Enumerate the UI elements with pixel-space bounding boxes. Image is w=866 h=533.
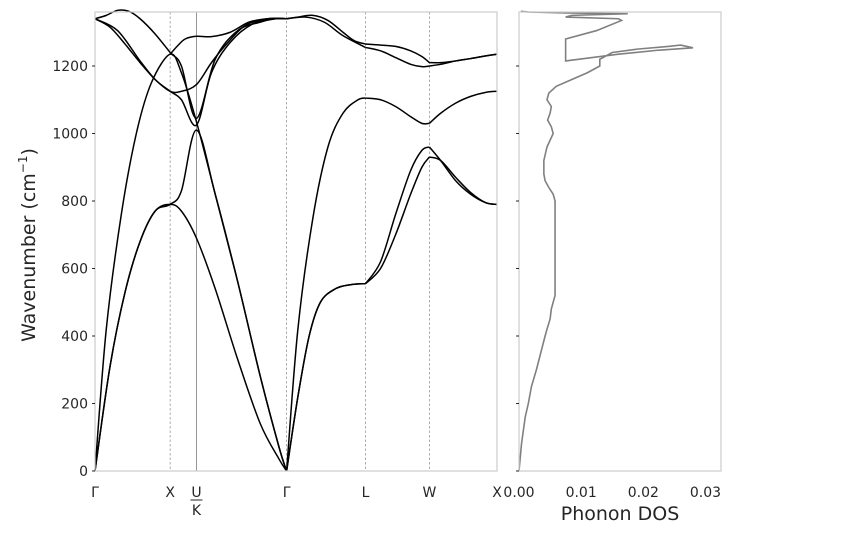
band-branch-13 [364, 156, 430, 285]
band-branch-5 [94, 17, 287, 127]
band-y-ticks: 0 200 400 600 800 1000 1200 [52, 59, 95, 480]
band-branch-0 [94, 203, 288, 472]
dos-panel: 0.00 0.01 0.02 0.03 Phonon DOS [503, 10, 722, 525]
band-branch-10 [286, 16, 366, 49]
kpoint-label-0: Γ [91, 485, 99, 501]
band-branch-4 [94, 9, 287, 120]
dos-xtick-label-2: 0.02 [628, 485, 659, 501]
band-branch-16 [365, 43, 430, 64]
band-branch-17 [428, 146, 498, 206]
dos-frame [518, 11, 722, 472]
band-branch-1 [94, 129, 288, 472]
dos-xtick-label-0: 0.00 [503, 485, 534, 501]
band-branch-9 [285, 97, 366, 472]
dos-curve-0 [518, 10, 694, 472]
band-branch-8 [285, 282, 366, 472]
band-ytick-label-5: 1000 [52, 127, 88, 143]
band-ytick-label-2: 400 [61, 329, 88, 345]
band-branch-14 [365, 97, 430, 125]
band-branch-19 [428, 90, 498, 124]
kpoint-label-6: X [492, 485, 502, 501]
band-branch-7 [285, 282, 366, 472]
dos-curves [518, 10, 694, 472]
dos-x-ticks: 0.00 0.01 0.02 0.03 [503, 485, 721, 501]
band-ytick-label-6: 1200 [52, 59, 88, 75]
dos-x-axis-label: Phonon DOS [561, 503, 680, 525]
band-ytick-label-0: 0 [79, 464, 88, 480]
band-y-axis-label: Wavenumber (cm−1) [16, 148, 40, 342]
kpoint-label2-2: K [192, 503, 202, 519]
band-branch-18 [429, 156, 498, 206]
dos-xtick-label-1: 0.01 [566, 485, 597, 501]
band-branch-21 [429, 53, 498, 64]
high-symmetry-lines [169, 12, 430, 471]
kpoint-label-2: U [191, 485, 201, 501]
kpoint-label-5: W [422, 485, 436, 501]
band-ytick-label-3: 600 [61, 262, 88, 278]
band-ytick-label-1: 200 [61, 397, 88, 413]
dos-xtick-label-3: 0.03 [690, 485, 721, 501]
band-frame [94, 11, 498, 472]
band-branch-11 [286, 14, 366, 45]
band-branch-12 [364, 146, 430, 285]
band-x-ticks: Γ X UKΓ L W X [91, 485, 502, 519]
band-branch-15 [365, 46, 430, 68]
kpoint-label-4: L [362, 485, 370, 501]
band-curves [94, 9, 498, 472]
band-branch-3 [94, 17, 287, 94]
kpoint-label-3: Γ [283, 485, 291, 501]
dos-y-ticks [516, 65, 519, 472]
kpoint-label-1: X [165, 485, 175, 501]
band-ytick-label-4: 800 [61, 194, 88, 210]
band-branch-6 [169, 17, 287, 55]
band-branch-2 [94, 53, 288, 472]
